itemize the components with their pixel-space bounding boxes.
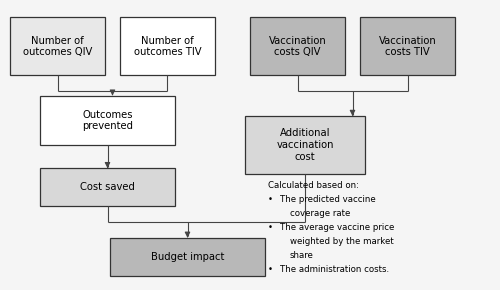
Text: Calculated based on:: Calculated based on: [268,181,358,190]
Text: •: • [268,265,272,274]
Text: Number of
outcomes QIV: Number of outcomes QIV [23,36,92,57]
FancyBboxPatch shape [245,116,365,174]
Text: •: • [268,223,272,232]
Text: Cost saved: Cost saved [80,182,135,192]
Text: share: share [290,251,314,260]
Text: coverage rate: coverage rate [290,209,350,218]
FancyBboxPatch shape [110,238,265,276]
Text: Additional
vaccination
cost: Additional vaccination cost [276,128,334,162]
FancyBboxPatch shape [10,17,105,75]
Text: weighted by the market: weighted by the market [290,237,394,246]
Text: Vaccination
costs QIV: Vaccination costs QIV [268,36,326,57]
Text: Outcomes
prevented: Outcomes prevented [82,110,133,131]
FancyBboxPatch shape [360,17,455,75]
Text: The administration costs.: The administration costs. [280,265,390,274]
Text: Budget impact: Budget impact [151,252,224,262]
Text: Number of
outcomes TIV: Number of outcomes TIV [134,36,202,57]
FancyBboxPatch shape [120,17,215,75]
Text: Vaccination
costs TIV: Vaccination costs TIV [378,36,436,57]
Text: •: • [268,195,272,204]
FancyBboxPatch shape [250,17,345,75]
FancyBboxPatch shape [40,168,175,206]
FancyBboxPatch shape [40,96,175,145]
Text: The average vaccine price: The average vaccine price [280,223,395,232]
Text: The predicted vaccine: The predicted vaccine [280,195,376,204]
